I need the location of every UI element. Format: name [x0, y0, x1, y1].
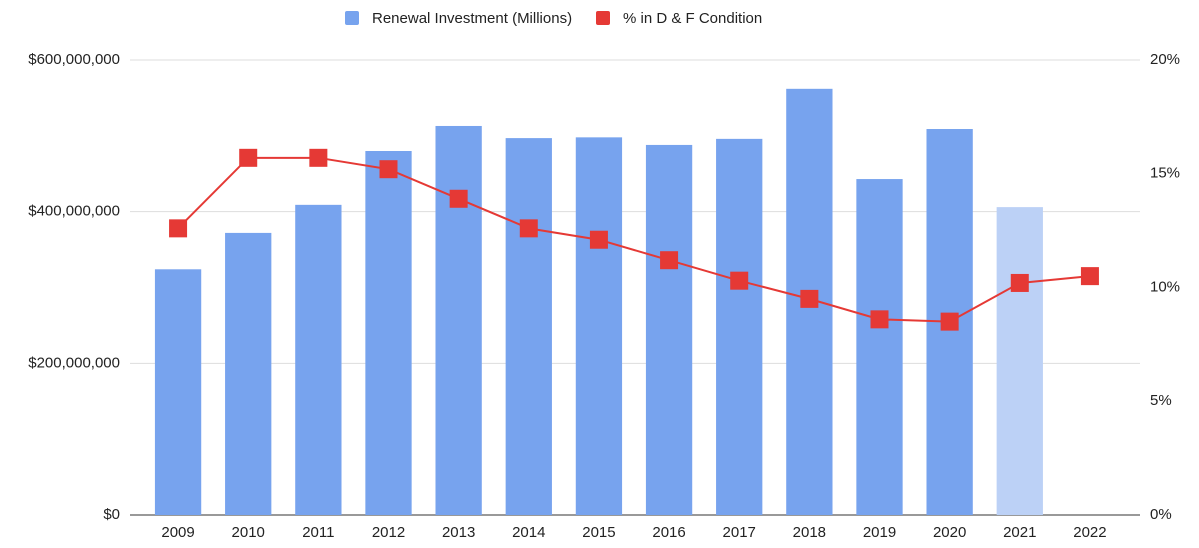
line-marker [940, 312, 959, 331]
bar [575, 137, 623, 515]
legend-swatch [596, 11, 610, 25]
x-tick-label: 2022 [1073, 524, 1106, 541]
bar [365, 151, 412, 515]
line-marker [1080, 267, 1099, 286]
x-tick-label: 2017 [723, 524, 756, 541]
legend-label: Renewal Investment (Millions) [372, 10, 572, 27]
line-marker [730, 271, 749, 290]
x-tick-label: 2009 [161, 524, 194, 541]
bar [996, 207, 1043, 515]
x-tick-label: 2016 [652, 524, 685, 541]
line-marker [660, 251, 679, 270]
line-marker [239, 148, 258, 167]
x-tick-label: 2020 [933, 524, 966, 541]
legend-swatch [345, 11, 359, 25]
x-tick-label: 2013 [442, 524, 475, 541]
y-tick-label: $0 [103, 506, 120, 523]
y2-tick-label: 0% [1150, 506, 1172, 523]
x-tick-label: 2014 [512, 524, 545, 541]
y2-tick-label: 15% [1150, 165, 1180, 182]
line-marker [309, 148, 328, 167]
line [177, 156, 1091, 323]
bar [716, 138, 763, 515]
line-marker [870, 310, 889, 329]
legend-label: % in D & F Condition [623, 10, 762, 27]
line-marker [519, 219, 538, 238]
bar [295, 204, 342, 515]
y2-tick-label: 5% [1150, 392, 1172, 409]
bar [435, 125, 482, 515]
x-tick-label: 2015 [582, 524, 615, 541]
x-tick-label: 2011 [302, 524, 334, 541]
bar [225, 232, 272, 515]
line-marker [800, 289, 819, 308]
y-tick-label: $400,000,000 [28, 203, 120, 220]
line-marker [379, 160, 398, 179]
bar [645, 144, 693, 515]
line-marker [589, 230, 608, 249]
line-marker [1010, 273, 1029, 292]
x-tick-label: 2012 [372, 524, 405, 541]
bar [505, 138, 552, 515]
bar [856, 179, 903, 515]
x-tick-label: 2019 [863, 524, 896, 541]
line-marker [169, 219, 188, 238]
y-tick-label: $200,000,000 [28, 354, 120, 371]
x-tick-label: 2010 [232, 524, 265, 541]
y2-tick-label: 20% [1150, 51, 1180, 68]
y2-tick-label: 10% [1150, 278, 1180, 295]
x-tick-label: 2018 [793, 524, 826, 541]
line-marker [449, 189, 468, 208]
bar [154, 269, 202, 515]
x-tick-label: 2021 [1003, 524, 1036, 541]
y-tick-label: $600,000,000 [28, 51, 120, 68]
